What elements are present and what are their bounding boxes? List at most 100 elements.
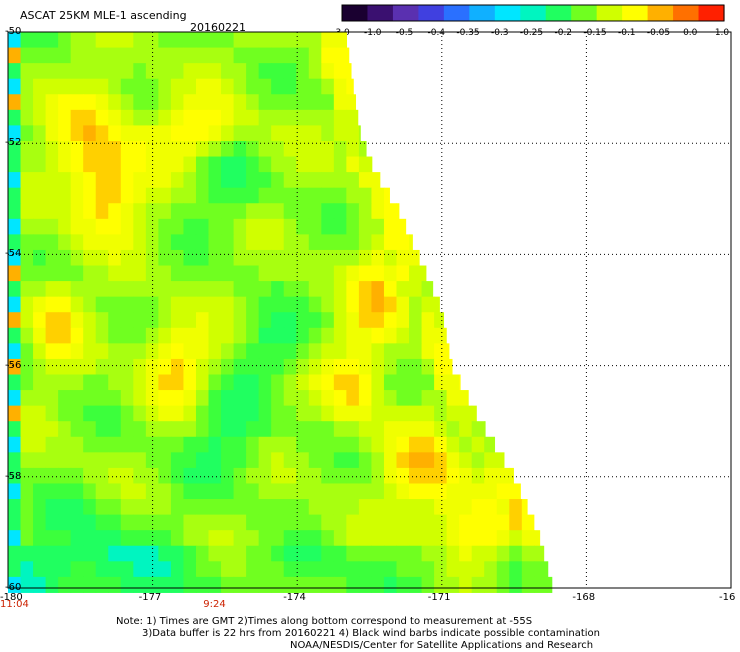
wind-cell	[158, 436, 172, 453]
wind-cell	[283, 390, 297, 407]
wind-cell	[371, 530, 385, 547]
wind-cell	[83, 218, 97, 235]
wind-cell	[70, 296, 84, 313]
color-scale-swatch	[469, 5, 496, 21]
wind-cell	[258, 32, 272, 49]
wind-cell	[170, 156, 184, 173]
wind-cell	[271, 405, 285, 422]
wind-cell	[258, 467, 272, 484]
wind-cell	[409, 499, 423, 516]
wind-cell	[233, 312, 247, 329]
color-scale-swatch	[647, 5, 674, 21]
wind-cell	[283, 234, 297, 251]
wind-cell	[158, 530, 172, 547]
wind-cell	[459, 514, 473, 531]
wind-cell	[346, 358, 360, 375]
wind-cell	[396, 234, 410, 251]
wind-cell	[271, 296, 285, 313]
wind-cell	[283, 499, 297, 516]
wind-cell	[20, 125, 34, 142]
wind-cell	[258, 421, 272, 438]
wind-cell	[195, 312, 210, 329]
wind-cell	[421, 436, 435, 453]
latitude-tick-label: -50	[5, 26, 22, 37]
wind-cell	[95, 545, 109, 562]
wind-cell	[346, 187, 360, 204]
wind-cell	[70, 514, 84, 531]
wind-cell	[95, 203, 109, 220]
wind-cell	[409, 452, 423, 469]
wind-cell	[509, 499, 523, 516]
wind-cell	[195, 421, 210, 438]
wind-cell	[283, 530, 297, 547]
wind-cell	[271, 218, 285, 235]
wind-cell	[170, 467, 184, 484]
wind-cell	[8, 156, 22, 173]
wind-cell	[446, 358, 453, 375]
wind-cell	[233, 561, 247, 578]
wind-cell	[170, 140, 184, 158]
wind-cell	[221, 530, 235, 547]
wind-cell	[321, 312, 335, 329]
wind-cell	[233, 140, 247, 158]
wind-cell	[271, 374, 285, 391]
wind-cell	[446, 421, 460, 438]
wind-cell	[20, 499, 34, 516]
wind-cell	[70, 172, 84, 189]
wind-cell	[383, 312, 397, 329]
wind-cell	[271, 545, 285, 562]
wind-cell	[83, 296, 97, 313]
wind-cell	[158, 327, 172, 344]
wind-cell	[271, 63, 285, 80]
wind-cell	[246, 140, 260, 158]
wind-cell	[383, 218, 397, 235]
wind-cell	[383, 405, 397, 422]
wind-cell	[296, 343, 310, 360]
wind-cell	[296, 545, 310, 562]
wind-cell	[133, 32, 147, 49]
wind-cell	[246, 125, 260, 142]
wind-cell	[195, 265, 210, 282]
wind-cell	[471, 545, 485, 562]
wind-cell	[33, 467, 47, 484]
wind-cell	[409, 467, 423, 484]
wind-cell	[83, 576, 97, 593]
wind-cell	[183, 32, 197, 49]
wind-cell	[308, 203, 322, 220]
wind-cell	[371, 281, 385, 298]
wind-cell	[133, 390, 147, 407]
wind-cell	[58, 78, 72, 95]
graticule-grid	[8, 32, 731, 588]
wind-cell	[20, 47, 34, 64]
wind-cell	[45, 483, 59, 500]
wind-cell	[120, 109, 134, 126]
color-scale-bar	[341, 4, 725, 22]
longitude-tick-label: -177	[138, 592, 162, 603]
color-scale-label: 0.0	[683, 28, 698, 38]
wind-cell	[471, 421, 485, 438]
wind-cell	[221, 343, 235, 360]
wind-cell	[208, 63, 222, 80]
wind-cell	[371, 203, 385, 220]
wind-cell	[221, 514, 235, 531]
wind-cell	[409, 296, 423, 313]
wind-cell	[484, 452, 498, 469]
wind-cell	[421, 265, 427, 282]
wind-cell	[145, 78, 159, 95]
wind-cell	[446, 374, 460, 391]
wind-cell	[246, 265, 260, 282]
wind-cell	[246, 249, 260, 267]
wind-cell	[108, 32, 122, 49]
wind-cell	[258, 63, 272, 80]
wind-cell	[308, 452, 322, 469]
wind-cell	[183, 358, 197, 375]
wind-cell	[296, 63, 310, 80]
wind-cell	[208, 545, 222, 562]
wind-cell	[33, 327, 47, 344]
wind-cell	[271, 421, 285, 438]
longitude-tick-label: -168	[572, 592, 596, 603]
wind-cell	[233, 63, 247, 80]
wind-cell	[246, 203, 260, 220]
wind-cell	[20, 358, 34, 375]
wind-cell	[95, 32, 109, 49]
